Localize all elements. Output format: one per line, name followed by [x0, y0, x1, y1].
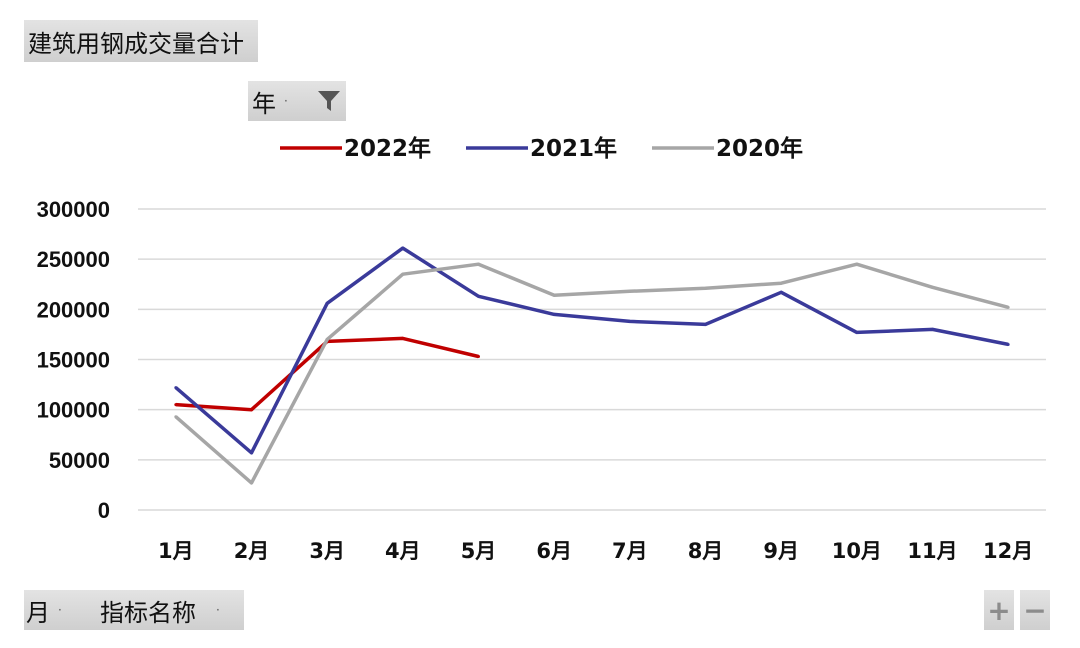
data-point [477, 354, 480, 358]
series-line-1 [174, 246, 1009, 455]
data-point [174, 386, 178, 390]
data-point [931, 285, 934, 289]
series-lines [174, 246, 1010, 485]
series-line-2 [174, 262, 1009, 485]
dropdown-dot-icon: · [216, 603, 220, 617]
legend-label: 2020年 [716, 135, 803, 162]
x-tick-label: 3月 [309, 539, 345, 563]
data-point [325, 337, 329, 341]
y-tick-label: 100000 [37, 398, 110, 423]
y-axis-ticks: 0 50000 100000 150000 200000 250000 300000 [37, 197, 110, 523]
x-tick-label: 4月 [385, 539, 421, 563]
month-field-label: 月 [26, 598, 50, 627]
data-point [401, 336, 405, 340]
y-tick-label: 300000 [37, 197, 110, 222]
y-tick-label: 250000 [37, 247, 110, 272]
data-point [401, 246, 405, 250]
gridlines [138, 208, 1046, 511]
collapse-button[interactable]: − [1020, 590, 1050, 630]
data-point [931, 327, 934, 331]
x-axis-ticks: 1月 2月 3月 4月 5月 6月 7月 8月 9月 10月 11月 12月 [158, 539, 1033, 563]
data-point [174, 415, 178, 419]
x-tick-label: 2月 [234, 539, 270, 563]
data-point [855, 330, 859, 334]
data-point [250, 451, 253, 455]
month-axis-field-button[interactable]: 月 · [24, 590, 92, 630]
x-tick-label: 8月 [688, 539, 724, 563]
dropdown-dot-icon: · [284, 94, 288, 108]
value-field-label: 建筑用钢成交量合计 [28, 29, 244, 58]
metric-field-button[interactable]: 指标名称 · [92, 590, 244, 630]
data-point [552, 293, 556, 297]
plus-icon: + [987, 593, 1011, 627]
data-point [325, 301, 329, 305]
x-tick-label: 7月 [612, 539, 648, 563]
data-point [704, 322, 707, 326]
legend-label: 2022年 [344, 135, 431, 162]
pivot-value-field-button[interactable]: 建筑用钢成交量合计 [24, 20, 258, 62]
chart-legend: 2022年 2021年 2020年 [280, 135, 803, 162]
data-point [552, 312, 556, 316]
filter-icon[interactable] [316, 88, 342, 114]
metric-field-label: 指标名称 [100, 598, 196, 627]
year-filter-field-button[interactable]: 年 · [248, 81, 346, 121]
dropdown-dot-icon: · [58, 603, 62, 617]
data-point [1006, 342, 1010, 346]
y-tick-label: 200000 [37, 297, 110, 322]
x-tick-label: 6月 [536, 539, 572, 563]
expand-button[interactable]: + [984, 590, 1014, 630]
data-point [855, 262, 859, 266]
data-point [250, 408, 253, 412]
y-tick-label: 0 [98, 498, 110, 523]
series-line-0 [175, 336, 479, 412]
y-tick-label: 50000 [49, 448, 110, 473]
data-point [779, 290, 783, 294]
data-point [1006, 305, 1010, 309]
legend-label: 2021年 [530, 135, 617, 162]
x-tick-label: 12月 [983, 539, 1033, 563]
data-point [477, 294, 480, 298]
data-point [779, 281, 783, 285]
data-point [628, 319, 632, 323]
data-point [174, 403, 178, 407]
year-field-label: 年 [252, 89, 276, 118]
data-point [704, 286, 707, 290]
data-point [250, 481, 253, 485]
data-point [477, 262, 480, 266]
x-tick-label: 11月 [907, 539, 957, 563]
data-point [628, 289, 632, 293]
x-tick-label: 9月 [763, 539, 799, 563]
y-tick-label: 150000 [37, 348, 110, 373]
x-tick-label: 1月 [158, 539, 194, 563]
x-tick-label: 5月 [461, 539, 497, 563]
minus-icon: − [1023, 593, 1047, 627]
data-point [401, 272, 405, 276]
x-tick-label: 10月 [832, 539, 882, 563]
